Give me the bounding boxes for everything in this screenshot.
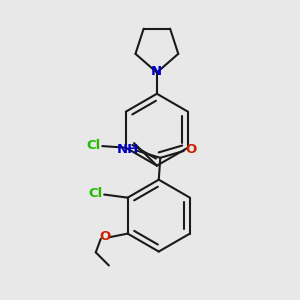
Text: N: N [151,65,162,78]
Text: O: O [185,143,196,156]
Text: Cl: Cl [87,139,101,152]
Text: Cl: Cl [88,187,103,200]
Text: O: O [99,230,110,243]
Text: NH: NH [116,143,139,156]
